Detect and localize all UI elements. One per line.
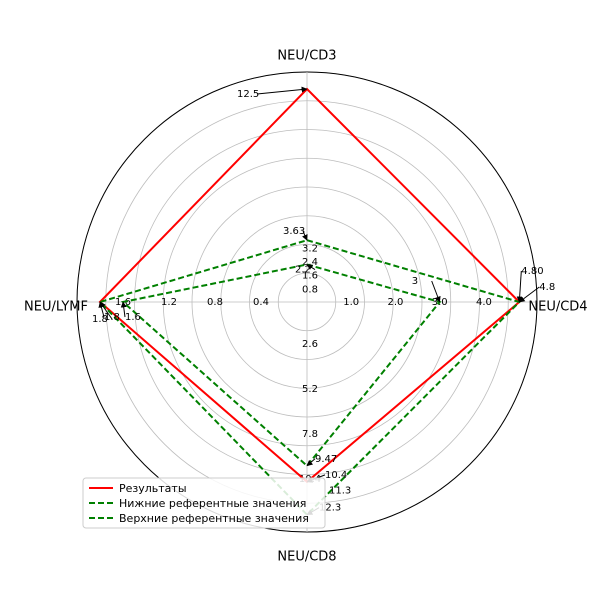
- series-line-2: [120, 263, 442, 468]
- legend-entry-1: Результаты: [119, 482, 187, 495]
- value-annotation: 3: [412, 276, 418, 287]
- radar-axis-labels: NEU/CD3 NEU/CD4 NEU/CD8 NEU/LYMF: [24, 49, 588, 565]
- ring-tick-label: 5.2: [302, 384, 318, 395]
- ring-tick-label: 1.6: [302, 271, 318, 282]
- value-annotation: 1.6: [125, 312, 141, 323]
- chart-legend: Результаты Нижние референтные значения Вер…: [82, 477, 326, 529]
- value-annotation: 3.63: [283, 226, 305, 237]
- annotation-arrow: [256, 86, 308, 95]
- legend-entry-2: Нижние референтные значения: [119, 497, 306, 510]
- ring-tick-label: 3.2: [302, 243, 318, 254]
- legend-box: [82, 477, 326, 529]
- radar-annotations: 12.5 4.8 10.4 1.8 2.2 3 9.47 1.6 3.63 4.80 12.3 1.8…: [92, 86, 555, 516]
- value-annotation: 12.5: [237, 89, 259, 100]
- annotation-arrow: [306, 264, 316, 270]
- axis-label-neu-cd4: NEU/CD4: [528, 300, 587, 315]
- ring-tick-label: 2.4: [302, 257, 318, 268]
- axis-label-neu-cd3: NEU/CD3: [277, 49, 336, 64]
- ring-tick-label: 1.2: [161, 297, 177, 308]
- ring-tick-label: 7.8: [302, 429, 318, 440]
- annotation-arrow: [516, 270, 523, 303]
- value-annotation: 2.2: [295, 265, 311, 276]
- ring-tick-label: 1.0: [343, 297, 359, 308]
- value-annotation: 1.8: [92, 314, 108, 325]
- annotation-arrow: [98, 301, 105, 318]
- ring-tick-label: 0.8: [207, 297, 223, 308]
- value-annotation: 11.3: [329, 485, 351, 496]
- axis-label-neu-cd8: NEU/CD8: [277, 550, 336, 565]
- series-line-3: [98, 239, 522, 517]
- value-annotation: 4.8: [539, 282, 555, 293]
- value-annotation: 9.47: [315, 454, 337, 465]
- value-annotation: 4.80: [521, 266, 543, 277]
- ring-tick-label: 2.6: [302, 339, 318, 350]
- ring-tick-label: 0.8: [302, 284, 318, 295]
- annotation-arrow: [431, 280, 441, 303]
- ring-tick-label: 4.0: [476, 297, 492, 308]
- ring-tick-label: 2.0: [388, 297, 404, 308]
- annotation-arrow: [120, 301, 127, 318]
- value-annotation: 10.4: [325, 470, 347, 481]
- axis-label-neu-lymf: NEU/LYMF: [24, 300, 88, 315]
- value-annotation: 1.8: [104, 312, 120, 323]
- ring-tick-label: 0.4: [253, 297, 269, 308]
- legend-entry-3: Верхние референтные значения: [119, 512, 309, 525]
- annotation-arrow: [302, 230, 308, 241]
- value-annotation: 12.3: [319, 503, 341, 514]
- radar-grid: [76, 71, 538, 533]
- annotation-arrow: [306, 458, 316, 467]
